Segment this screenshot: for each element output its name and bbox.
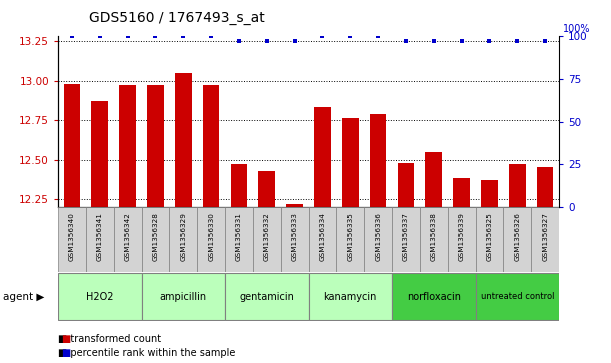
Point [234,38,244,44]
Text: GSM1356328: GSM1356328 [153,212,158,261]
Bar [509,164,525,207]
Text: GSM1356331: GSM1356331 [236,212,242,261]
Text: 100%: 100% [563,24,591,33]
Text: H2O2: H2O2 [86,292,114,302]
Text: agent ▶: agent ▶ [3,292,45,302]
Bar [142,273,225,320]
Bar [342,118,359,207]
Text: GSM1356329: GSM1356329 [180,212,186,261]
Text: GSM1356336: GSM1356336 [375,212,381,261]
Text: norfloxacin: norfloxacin [407,292,461,302]
Text: GDS5160 / 1767493_s_at: GDS5160 / 1767493_s_at [89,11,265,25]
Bar [119,85,136,207]
Bar [392,273,475,320]
Point [485,38,494,44]
Bar [370,114,387,207]
Bar [448,207,475,272]
Point [540,38,550,44]
Text: gentamicin: gentamicin [240,292,295,302]
Bar [309,273,392,320]
Text: GSM1356337: GSM1356337 [403,212,409,261]
Bar [475,273,559,320]
Bar [142,207,169,272]
Bar [337,207,364,272]
Text: GSM1356332: GSM1356332 [264,212,270,261]
Text: kanamycin: kanamycin [324,292,377,302]
Point [457,38,467,44]
Bar [114,207,142,272]
Point [150,33,160,39]
Bar [86,207,114,272]
Bar [225,207,253,272]
Text: ■: ■ [61,334,70,344]
Bar [392,207,420,272]
Text: GSM1356335: GSM1356335 [347,212,353,261]
Point [178,33,188,39]
Text: untreated control: untreated control [481,292,554,301]
Bar [58,273,142,320]
Point [95,33,104,39]
Bar [314,107,331,207]
Bar [309,207,337,272]
Bar [280,207,309,272]
Text: GSM1356340: GSM1356340 [69,212,75,261]
Text: GSM1356334: GSM1356334 [320,212,326,261]
Point [207,33,216,39]
Point [513,38,522,44]
Text: GSM1356338: GSM1356338 [431,212,437,261]
Bar [64,84,80,207]
Text: GSM1356327: GSM1356327 [542,212,548,261]
Point [67,33,77,39]
Text: ■ percentile rank within the sample: ■ percentile rank within the sample [58,348,235,358]
Bar [453,179,470,207]
Bar [230,164,247,207]
Point [318,33,327,39]
Text: GSM1356333: GSM1356333 [291,212,298,261]
Point [373,33,383,39]
Point [429,38,439,44]
Bar [481,180,498,207]
Bar [398,163,414,207]
Text: GSM1356342: GSM1356342 [125,212,131,261]
Text: GSM1356325: GSM1356325 [486,212,492,261]
Bar [147,85,164,207]
Bar [287,204,303,207]
Text: GSM1356339: GSM1356339 [459,212,464,261]
Point [262,38,272,44]
Bar [197,207,225,272]
Bar [364,207,392,272]
Bar [531,207,559,272]
Bar [175,73,192,207]
Bar [92,101,108,207]
Bar [420,207,448,272]
Bar [537,167,554,207]
Text: GSM1356326: GSM1356326 [514,212,521,261]
Bar [58,207,86,272]
Bar [258,171,275,207]
Point [345,33,355,39]
Point [401,38,411,44]
Bar [225,273,309,320]
Bar [425,152,442,207]
Point [290,38,299,44]
Bar [503,207,531,272]
Text: GSM1356330: GSM1356330 [208,212,214,261]
Text: ■: ■ [61,348,70,358]
Text: ampicillin: ampicillin [159,292,207,302]
Bar [475,207,503,272]
Bar [253,207,280,272]
Text: ■ transformed count: ■ transformed count [58,334,161,344]
Point [123,33,133,39]
Bar [203,85,219,207]
Text: GSM1356341: GSM1356341 [97,212,103,261]
Bar [169,207,197,272]
